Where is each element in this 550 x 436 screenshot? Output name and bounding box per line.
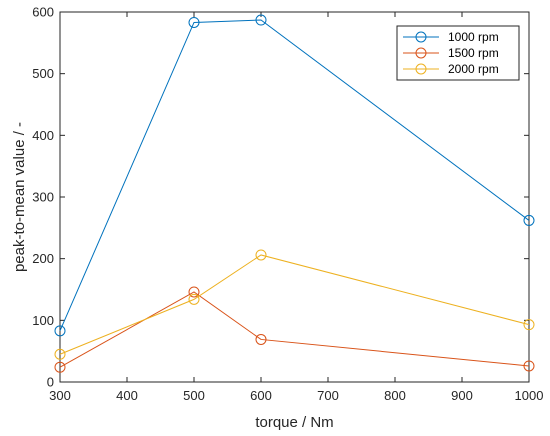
y-tick-label: 300 — [32, 190, 54, 205]
data-point — [523, 214, 535, 226]
x-tick-label: 500 — [183, 388, 205, 403]
x-tick-label: 300 — [49, 388, 71, 403]
legend-item: 1500 rpm — [403, 46, 499, 60]
legend-item: 1000 rpm — [403, 30, 499, 44]
data-point — [188, 293, 200, 305]
legend-marker — [415, 31, 427, 43]
legend-marker — [415, 63, 427, 75]
x-tick-label: 700 — [317, 388, 339, 403]
data-point — [54, 348, 66, 360]
legend-marker — [415, 47, 427, 59]
x-tick-label: 900 — [451, 388, 473, 403]
series-1 — [54, 286, 535, 373]
data-point — [188, 16, 200, 28]
y-axis-label: peak-to-mean value / - — [11, 122, 28, 272]
series-2 — [54, 249, 535, 360]
data-point — [523, 360, 535, 372]
data-point — [54, 325, 66, 337]
y-tick-label: 400 — [32, 128, 54, 143]
x-tick-label: 600 — [250, 388, 272, 403]
data-point — [255, 333, 267, 345]
data-point — [523, 319, 535, 331]
legend-label: 2000 rpm — [448, 62, 499, 76]
data-point — [54, 361, 66, 373]
legend-label: 1000 rpm — [448, 30, 499, 44]
data-point — [255, 14, 267, 26]
series-line — [59, 254, 530, 355]
x-tick-label: 400 — [116, 388, 138, 403]
series-layer — [54, 14, 535, 373]
series-line — [59, 19, 530, 332]
x-axis-label: torque / Nm — [255, 414, 333, 431]
data-point — [255, 249, 267, 261]
y-tick-label: 500 — [32, 66, 54, 81]
data-point — [188, 286, 200, 298]
legend-item: 2000 rpm — [403, 62, 499, 76]
legend: 1000 rpm 1500 rpm 2000 rpm — [396, 25, 520, 81]
series-line — [59, 291, 530, 368]
legend-label: 1500 rpm — [448, 46, 499, 60]
x-tick-label: 1000 — [515, 388, 544, 403]
y-tick-label: 100 — [32, 313, 54, 328]
y-tick-label: 600 — [32, 5, 54, 20]
axis-ticks: 300 400 500 600 700 800 900 1000 0 100 200 300 400 50… — [32, 5, 543, 404]
x-tick-label: 800 — [384, 388, 406, 403]
y-tick-label: 200 — [32, 251, 54, 266]
y-tick-label: 0 — [47, 375, 54, 390]
series-0 — [54, 14, 535, 337]
